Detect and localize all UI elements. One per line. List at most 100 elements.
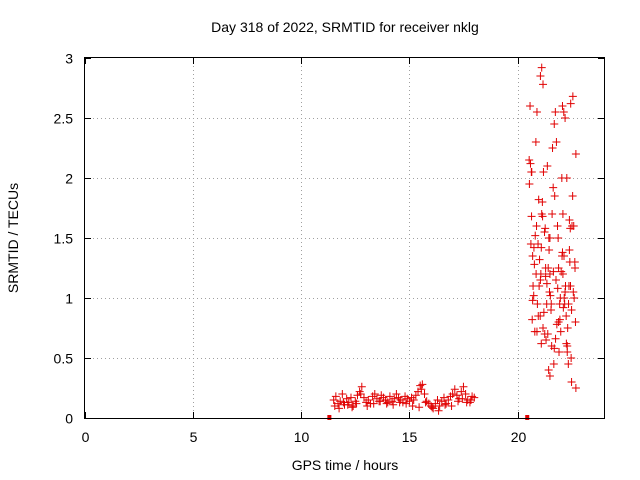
data-point [532, 327, 541, 336]
data-point [565, 246, 574, 254]
data-point [570, 294, 579, 302]
data-point [437, 397, 446, 406]
data-point [392, 390, 401, 398]
data-point [536, 72, 545, 80]
data-point [551, 276, 560, 284]
y-tick-label: 0.5 [54, 351, 74, 367]
data-point [558, 252, 567, 260]
data-point [421, 398, 430, 407]
data-point [556, 327, 565, 336]
data-point [558, 210, 567, 218]
data-point [545, 246, 554, 254]
data-point [568, 192, 577, 200]
data-point [554, 234, 563, 242]
data-point [417, 385, 426, 394]
data-point [558, 102, 567, 110]
data-point [363, 402, 372, 410]
data-point [548, 210, 557, 218]
data-point [352, 399, 361, 408]
data-point [549, 360, 558, 368]
data-point [359, 393, 368, 402]
data-point [571, 150, 580, 158]
y-tick-label: 1.5 [54, 231, 74, 247]
data-point [342, 394, 351, 403]
data-point [562, 312, 571, 320]
data-point [534, 195, 543, 204]
data-point [534, 240, 543, 248]
data-point [536, 276, 545, 284]
data-point [532, 270, 541, 278]
data-point [528, 252, 537, 260]
data-point [458, 394, 467, 403]
data-point [544, 366, 553, 374]
data-point [539, 168, 548, 176]
data-point [568, 92, 577, 101]
data-point [434, 406, 443, 415]
data-point [542, 279, 551, 288]
data-point [525, 180, 534, 188]
data-point [539, 324, 548, 332]
data-point [527, 168, 536, 176]
data-point [566, 224, 575, 233]
data-point [441, 400, 450, 409]
data-point [428, 403, 437, 412]
data-point [329, 396, 338, 404]
data-point [447, 402, 456, 410]
data-point [346, 393, 355, 402]
data-point [415, 403, 424, 412]
data-point [564, 300, 573, 308]
data-point [459, 382, 468, 391]
data-point [538, 212, 547, 221]
data-point [356, 390, 365, 398]
data-point [376, 397, 385, 406]
data-point [343, 400, 352, 409]
data-point [418, 380, 427, 389]
data-point [336, 397, 345, 406]
data-point [339, 398, 348, 407]
y-tick-label: 2.5 [54, 111, 74, 127]
x-axis-label: GPS time / hours [292, 457, 399, 473]
x-tick-label: 10 [294, 429, 310, 445]
data-point [544, 264, 553, 272]
data-point [526, 159, 535, 168]
data-point [527, 212, 536, 221]
data-point [541, 224, 550, 233]
data-point [552, 138, 561, 146]
data-point [553, 284, 562, 293]
data-point [566, 99, 575, 108]
data-point [543, 162, 552, 170]
data-point [550, 344, 559, 353]
data-point [537, 243, 546, 252]
data-point [545, 234, 554, 242]
data-point [338, 390, 347, 398]
data-point [551, 108, 560, 116]
data-point [561, 114, 570, 122]
data-point [546, 291, 555, 300]
data-point [550, 120, 559, 128]
data-point [525, 156, 534, 164]
data-point [454, 397, 463, 406]
data-point [331, 392, 340, 401]
data-point [382, 399, 391, 408]
data-point [555, 348, 564, 356]
data-point [532, 108, 541, 116]
data-point [537, 63, 546, 72]
data-point [420, 390, 429, 398]
data-point [554, 318, 563, 326]
data-point [330, 402, 339, 410]
data-point [335, 404, 344, 413]
data-point [565, 258, 574, 266]
data-point [549, 183, 558, 192]
data-point [559, 108, 568, 116]
data-point [452, 391, 461, 400]
data-point [439, 393, 448, 402]
data-point [547, 300, 556, 308]
data-point [559, 303, 568, 312]
data-point [530, 260, 539, 269]
data-point [467, 396, 476, 404]
data-point [416, 381, 425, 390]
data-point [532, 222, 541, 230]
data-points [327, 63, 580, 420]
x-tick-label: 20 [511, 429, 527, 445]
